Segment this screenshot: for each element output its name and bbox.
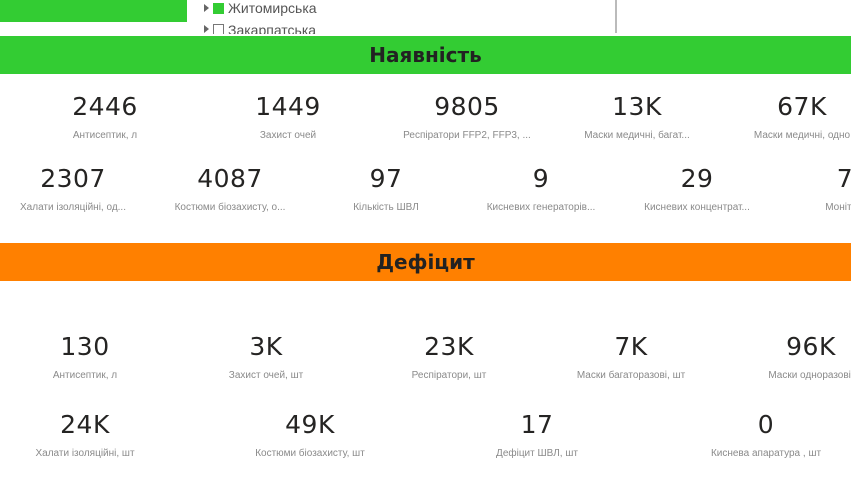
deficit-card-value: 0	[757, 410, 775, 439]
deficit-card-value: 23K	[424, 332, 474, 361]
availability-card-value: 7	[836, 164, 851, 193]
availability-card-value: 67K	[777, 92, 827, 121]
deficit-card-label: Захист очей, шт	[228, 370, 304, 381]
checkbox-checked-icon[interactable]	[213, 2, 224, 14]
availability-card-value: 13K	[612, 92, 662, 121]
deficit-card-value: 96K	[786, 332, 836, 361]
availability-card-label: Моніторі	[825, 202, 851, 213]
scrollbar[interactable]	[615, 0, 617, 33]
availability-card-label: Халати ізоляційні, од...	[20, 202, 126, 213]
tree-item-label: Закарпатська	[228, 22, 317, 34]
availability-card-label: Антисептик, л	[72, 130, 138, 141]
availability-header: Наявність	[0, 36, 851, 74]
expand-icon[interactable]	[204, 4, 209, 12]
deficit-card-value: 3K	[249, 332, 283, 361]
availability-card-label: Маски медичні, одно	[753, 130, 851, 141]
availability-card-label: Респіратори FFP2, FFP3, ...	[403, 130, 531, 141]
deficit-card-label: Маски багаторазові, шт	[576, 370, 686, 381]
deficit-card-label: Респіратори, шт	[411, 370, 487, 381]
availability-card-label: Костюми біозахисту, о...	[174, 202, 286, 213]
availability-card-value: 4087	[197, 164, 263, 193]
deficit-card-label: Костюми біозахисту, шт	[255, 448, 365, 459]
deficit-card-label: Маски одноразові,	[768, 370, 851, 381]
selected-region-block	[0, 0, 187, 22]
checkbox-icon[interactable]	[213, 24, 224, 34]
deficit-header: Дефіцит	[0, 243, 851, 281]
deficit-card-value: 24K	[60, 410, 110, 439]
availability-card-value: 9	[532, 164, 550, 193]
availability-card-value: 97	[369, 164, 403, 193]
availability-card-value: 2446	[72, 92, 138, 121]
deficit-card-value: 7K	[614, 332, 648, 361]
availability-card-value: 2307	[40, 164, 106, 193]
deficit-card-value: 17	[520, 410, 554, 439]
availability-card-value: 29	[680, 164, 714, 193]
tree-item-zakarpattia[interactable]: Закарпатська	[204, 22, 316, 34]
availability-card-label: Кисневих генераторів...	[486, 202, 596, 213]
availability-card-label: Захист очей	[259, 130, 317, 141]
deficit-card-label: Халати ізоляційні, шт	[35, 448, 135, 459]
deficit-card-label: Дефіцит ШВЛ, шт	[496, 448, 578, 459]
availability-card-label: Кисневих концентрат...	[644, 202, 750, 213]
deficit-card-value: 130	[60, 332, 110, 361]
availability-card-value: 9805	[434, 92, 500, 121]
expand-icon[interactable]	[204, 25, 209, 33]
availability-card-label: Кількість ШВЛ	[353, 202, 419, 213]
tree-item-zhytomyr[interactable]: Житомирська	[204, 0, 317, 16]
deficit-card-label: Киснева апаратура , шт	[710, 448, 822, 459]
deficit-card-label: Антисептик, л	[52, 370, 118, 381]
tree-item-label: Житомирська	[228, 0, 317, 16]
deficit-card-value: 49K	[285, 410, 335, 439]
availability-card-label: Маски медичні, багат...	[584, 130, 690, 141]
availability-card-value: 1449	[255, 92, 321, 121]
